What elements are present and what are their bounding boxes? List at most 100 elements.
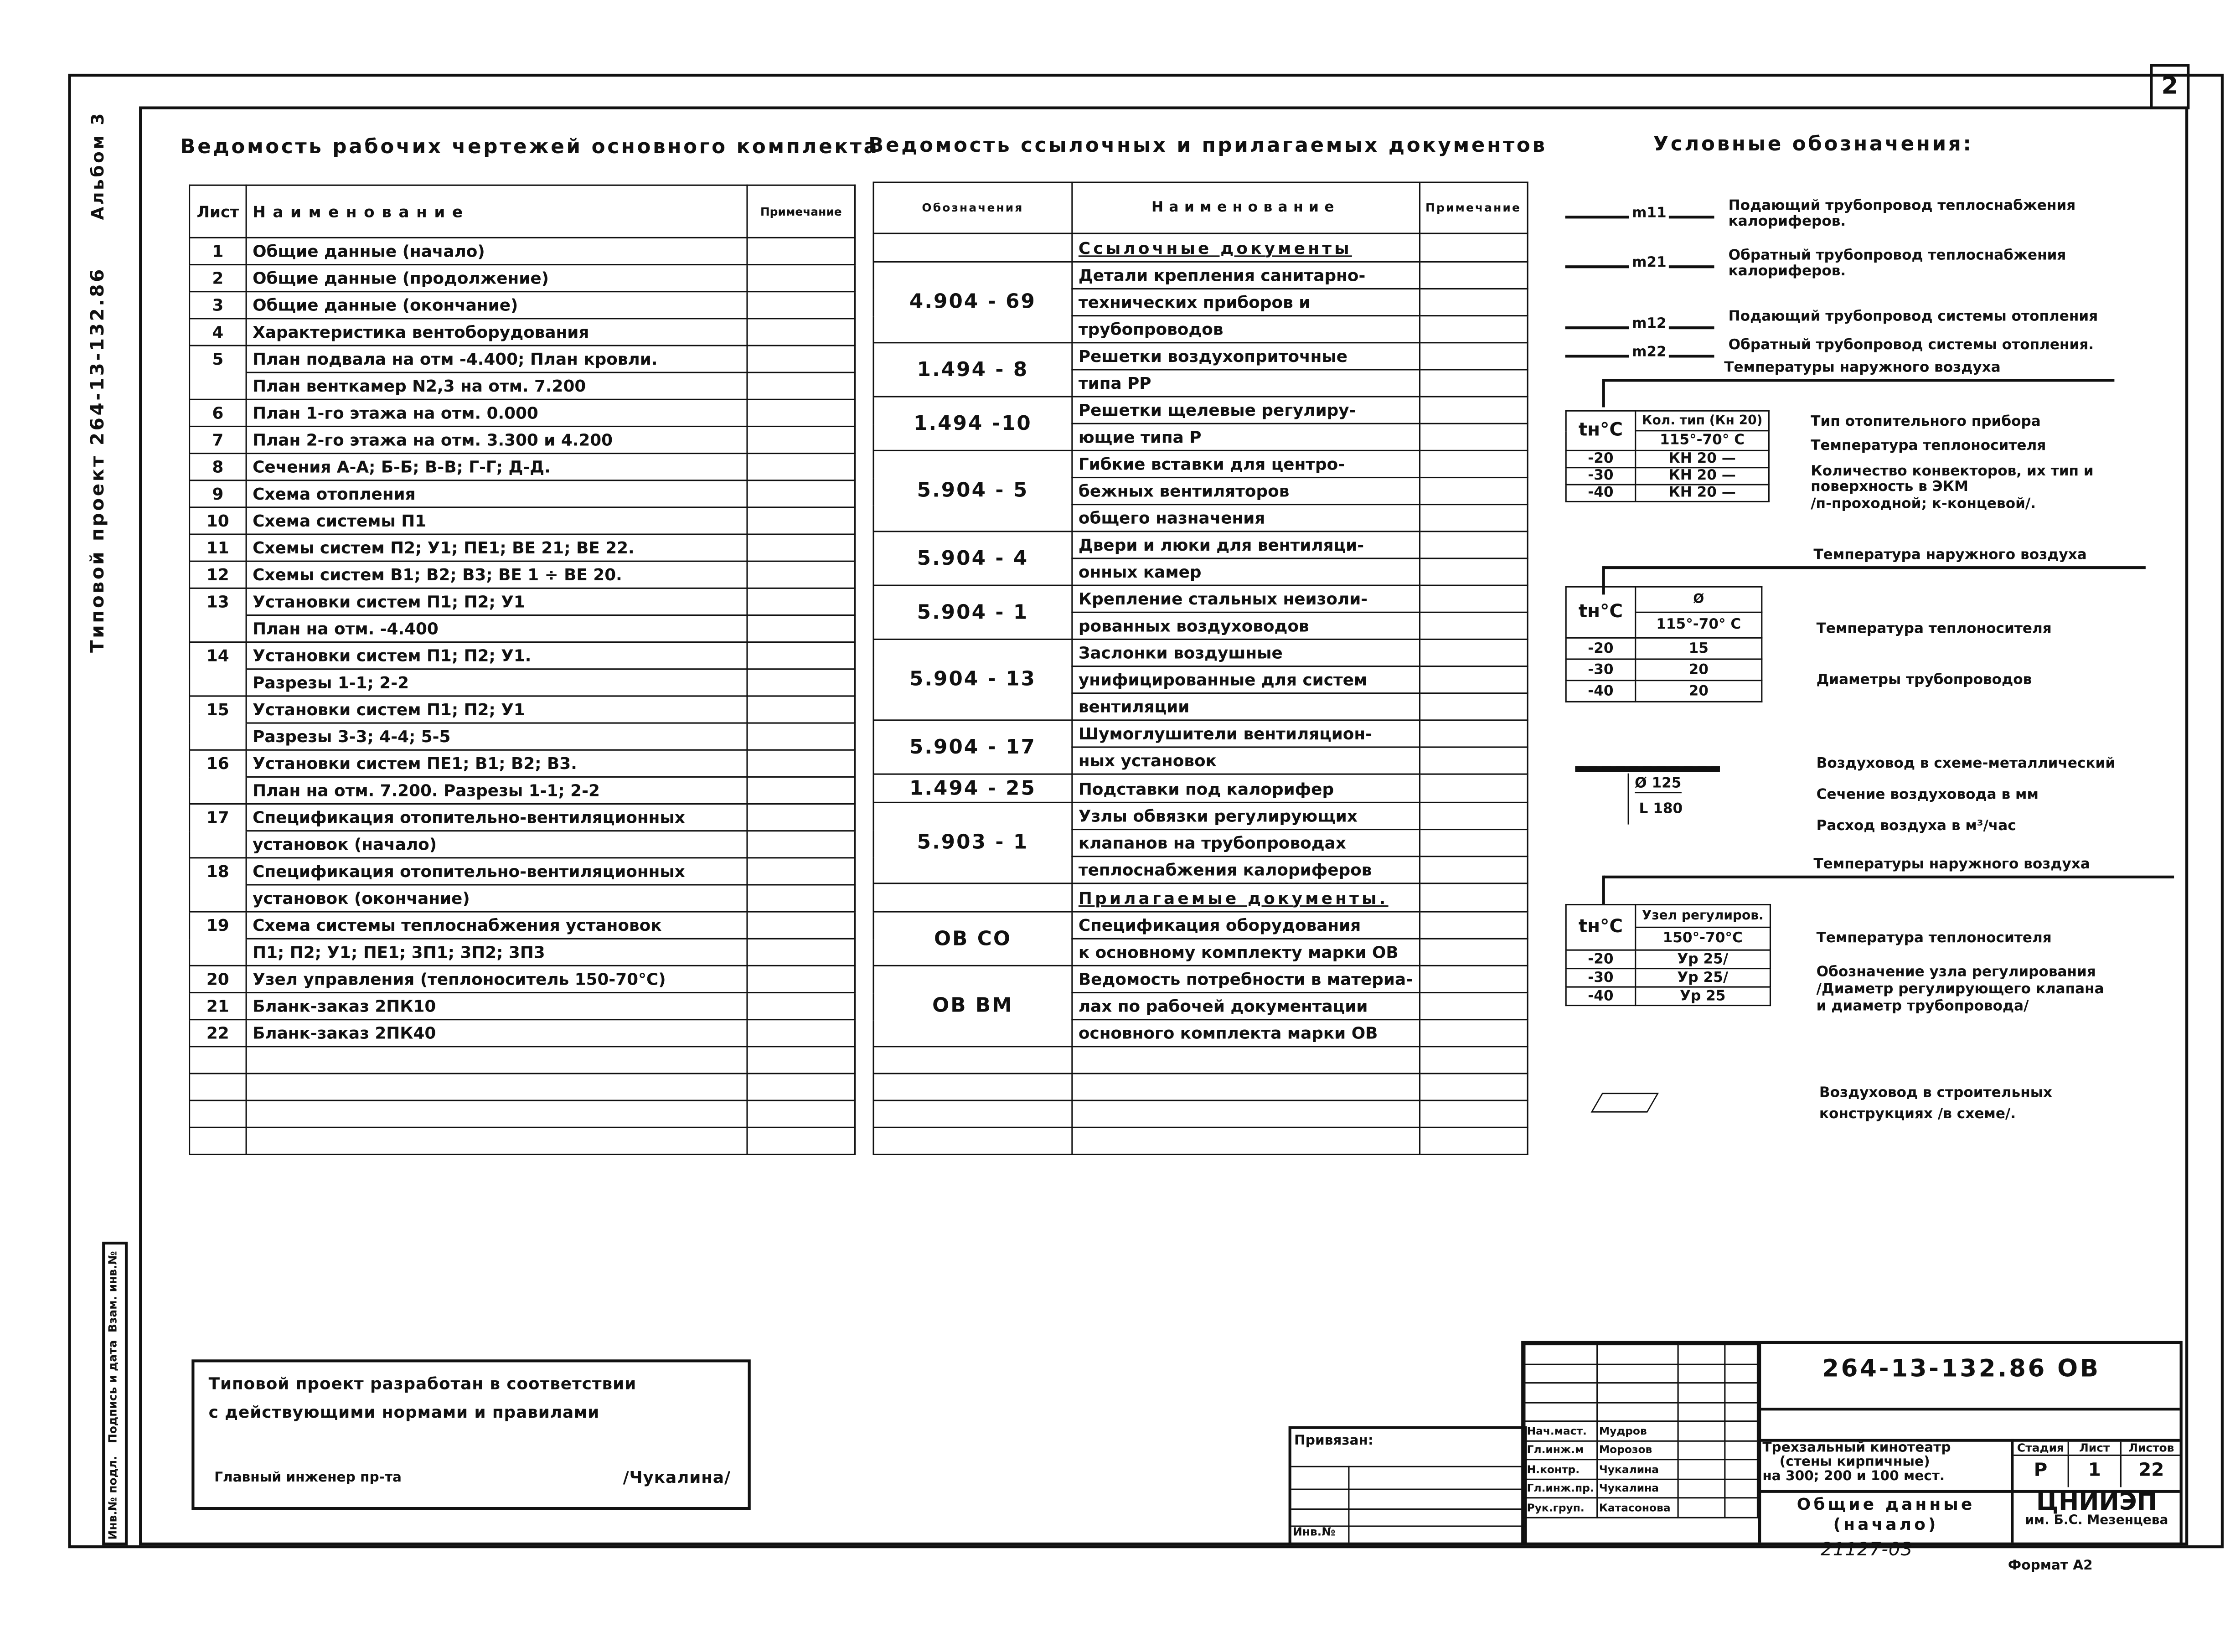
document-name-cell: Двери и люки для вентиляци-: [1071, 531, 1420, 559]
table-row: 5 План подвала на отм -4.400; План кровли…: [189, 345, 856, 373]
pipe-code: m22: [1629, 345, 1669, 361]
temp-cell: -30: [1565, 467, 1636, 485]
sheet-number-cell: [189, 831, 247, 859]
empty-cell: [746, 1126, 856, 1155]
note-cell: [746, 345, 856, 373]
table-row: План на отм. -4.400: [189, 614, 856, 643]
temp-cell: -30: [1565, 968, 1636, 988]
document-name-cell: бежных вентиляторов: [1071, 477, 1420, 506]
name-cell: Чукалина: [1596, 1459, 1679, 1480]
temp-header: tн°С: [1565, 903, 1636, 951]
sheet-name-cell: План на отм. -4.400: [245, 614, 748, 643]
empty-row: [872, 1100, 1528, 1128]
empty-row: [872, 1126, 1528, 1155]
note-cell: [1418, 611, 1528, 640]
document-name-cell: к основному комплекту марки ОВ: [1071, 939, 1420, 966]
drawings-grid: Лист Наименование Примечание 1 Общие данные …: [189, 184, 856, 1155]
table-row: -40 КН 20 —: [1565, 484, 1770, 503]
paper-format: Формат А2: [2008, 1558, 2093, 1574]
note-cell: [1418, 449, 1528, 479]
duct-label: Расход воздуха в м³/час: [1816, 819, 2016, 835]
sheet-name-cell: Узел управления (теплоноситель 150-70°С): [245, 965, 748, 994]
sheet-value: 1: [2069, 1456, 2122, 1487]
note-cell: [746, 398, 856, 428]
pipe-description: калориферов.: [1728, 264, 1846, 280]
sheet-header: Лист: [2069, 1441, 2122, 1455]
empty-cell: [1071, 1073, 1420, 1101]
note-cell: [1418, 773, 1528, 803]
sheet-number-cell: 2: [189, 264, 247, 293]
temp-cell: -20: [1565, 949, 1636, 970]
note-cell: [746, 264, 856, 293]
note-cell: [746, 453, 856, 481]
empty-row: [872, 1046, 1528, 1074]
table-row: к основному комплекту марки ОВ: [873, 938, 1528, 966]
sheet-name-cell: установок (начало): [245, 830, 748, 859]
table-row: 11 Схемы систем П2; У1; ПЕ1; ВЕ 21; ВЕ 22…: [189, 533, 856, 562]
sign-cell: [1724, 1382, 1759, 1403]
table-row: -30 Ур 25/: [1565, 968, 1771, 988]
role-cell: Рук.груп.: [1524, 1497, 1598, 1518]
column-header: Примечание: [746, 184, 856, 238]
sign-cell: [1724, 1459, 1759, 1480]
role-cell: [1524, 1382, 1598, 1403]
column-header: Примечание: [1418, 181, 1528, 234]
empty-cell: [1071, 1046, 1420, 1074]
name-cell: Чукалина: [1596, 1478, 1679, 1499]
document-name-cell: ных установок: [1071, 747, 1420, 775]
sheet-name-cell: Установки систем П1; П2; У1: [245, 587, 748, 616]
note-cell: [746, 695, 856, 724]
signature-row: Гл.инж.пр. Чукалина: [1524, 1478, 1759, 1499]
document-name-cell: Крепление стальных неизоли-: [1071, 584, 1420, 613]
role-cell: Н.контр.: [1524, 1459, 1598, 1480]
document-name-cell: общего назначения: [1071, 504, 1420, 532]
note-cell: [1418, 342, 1528, 371]
name-cell: [1596, 1344, 1679, 1365]
arrow-icon: [1602, 379, 1605, 408]
role-cell: Гл.инж.м: [1524, 1440, 1598, 1461]
sheet-number-cell: 1: [189, 237, 247, 266]
note-line: с действующими нормами и правилами: [208, 1402, 600, 1422]
legend-label: Тип отопительного прибора: [1811, 414, 2041, 430]
sheet-number-cell: 3: [189, 291, 247, 320]
value-cell: Ур 25: [1635, 986, 1771, 1007]
margin-stamp: Инв.№ подл. Подпись и дата Взам. инв.№: [102, 1241, 128, 1546]
note-cell: [1418, 531, 1528, 559]
sheets-header: Листов: [2128, 1441, 2174, 1455]
signature-row: Н.контр. Чукалина: [1524, 1459, 1759, 1480]
sheet-name-cell: Разрезы 3-3; 4-4; 5-5: [245, 722, 748, 751]
table-row: общего назначения: [873, 504, 1528, 532]
empty-cell: [189, 1100, 247, 1128]
sheet-title-line: (начало): [1833, 1514, 1939, 1534]
note-cell: [1418, 638, 1528, 667]
empty-cell: [746, 1100, 856, 1128]
outer-frame: [68, 73, 2224, 1549]
sheet-number-cell: 8: [189, 453, 247, 481]
note-cell: [746, 533, 856, 562]
designation-cell: 4.904 - 69: [872, 261, 1073, 344]
table-row: установок (начало): [189, 830, 856, 859]
table-row: -20 15: [1565, 637, 1763, 660]
table-row: 18 Спецификация отопительно-вентиляционны…: [189, 857, 856, 886]
sign-cell: [1677, 1363, 1725, 1384]
document-name-cell: ющие типа Р: [1071, 423, 1420, 451]
sheet-name-cell: Схемы систем П2; У1; ПЕ1; ВЕ 21; ВЕ 22.: [245, 533, 748, 562]
sheet-number-cell: 16: [189, 749, 247, 777]
sheet-name-cell: установок (окончание): [245, 884, 748, 913]
duct-size-box: [1627, 773, 1700, 825]
note-cell: [746, 722, 856, 751]
signatures-table: Нач.маст. Мудров Гл.инж.м Морозов Н.контр. Чу…: [1524, 1344, 1759, 1518]
sheet-name-cell: Сечения А-А; Б-Б; В-В; Г-Г; Д-Д.: [245, 453, 748, 481]
drawings-table: Лист Наименование Примечание 1 Общие данные …: [189, 184, 856, 1155]
note-cell: [1418, 911, 1528, 940]
document-name-cell: Подставки под калорифер: [1071, 773, 1420, 803]
sheet-number-cell: [189, 723, 247, 751]
sign-cell: [1724, 1420, 1759, 1441]
sheet-number-cell: 22: [189, 1019, 247, 1048]
sheet-number-cell: [189, 884, 247, 913]
note-cell: [746, 803, 856, 832]
temp-cell: -30: [1565, 658, 1636, 681]
references-grid: Обозначения Наименование Примечание Ссылочн…: [872, 181, 1528, 1155]
document-name-cell: Спецификация оборудования: [1071, 911, 1420, 940]
document-code: 264-13-132.86 ОВ: [1822, 1355, 2101, 1384]
